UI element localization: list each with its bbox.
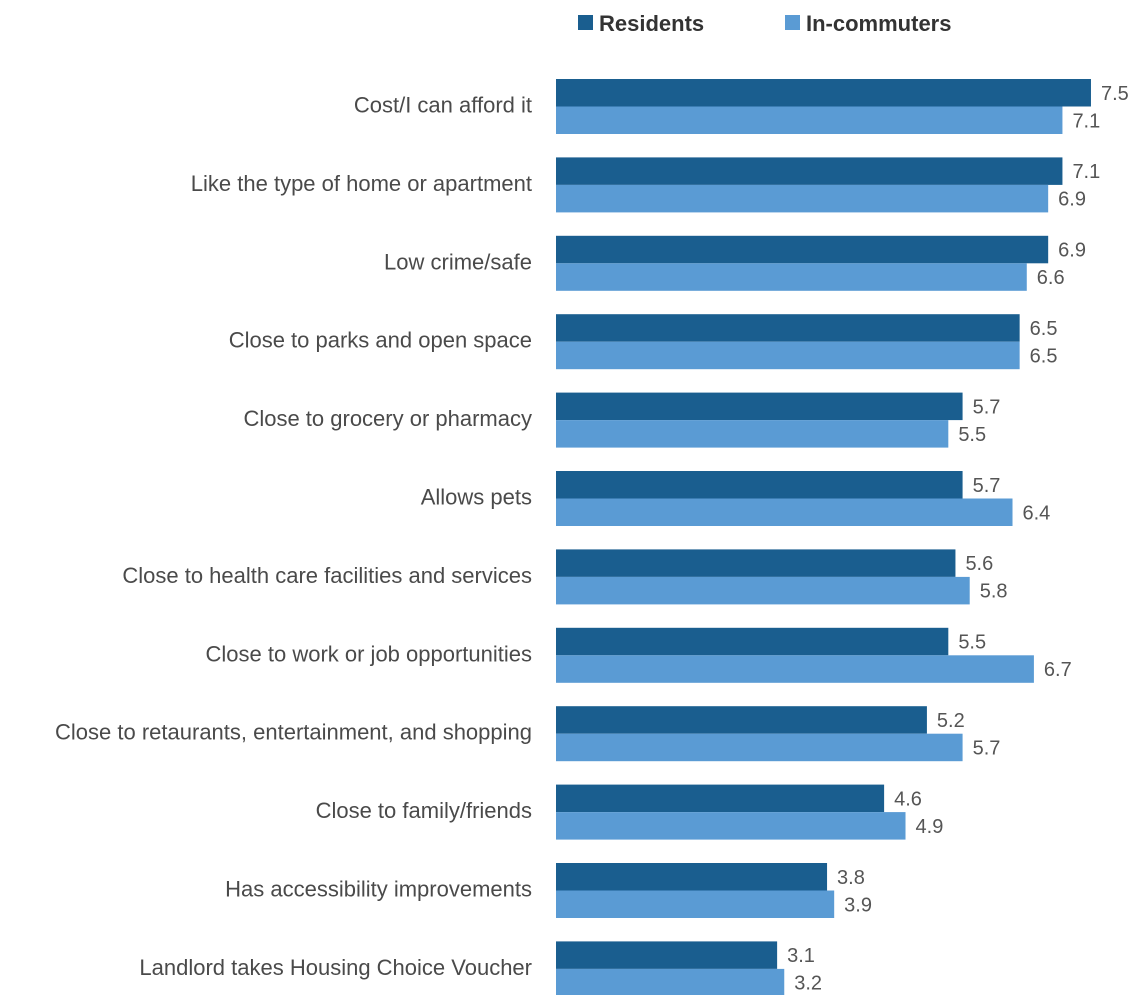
bar-residents (556, 863, 828, 891)
data-label: 6.5 (1030, 318, 1058, 340)
bar-residents (556, 392, 963, 421)
bar-residents (556, 157, 1063, 185)
data-label: 5.5 (958, 632, 986, 654)
bar-residents (556, 706, 927, 734)
data-label: 3.8 (837, 867, 865, 889)
data-label: 7.1 (1072, 161, 1100, 183)
legend-item: In-commuters (785, 11, 951, 36)
bar-group: Close to work or job opportunities 5.5 6.7 (206, 627, 1072, 683)
bar-residents (556, 314, 1020, 342)
category-label: Landlord takes Housing Choice Voucher (139, 955, 532, 980)
data-label: 5.7 (973, 396, 1001, 418)
bar-in-commuters (556, 184, 1049, 213)
bar-in-commuters (556, 890, 835, 918)
data-label: 7.1 (1072, 110, 1100, 132)
bar-residents (556, 79, 1091, 107)
bar-group: Close to grocery or pharmacy 5.7 5.5 (243, 392, 1001, 448)
bar-in-commuters (556, 263, 1027, 291)
bar-group: Landlord takes Housing Choice Voucher 3.1… (139, 941, 822, 995)
bar-residents (556, 235, 1049, 264)
data-label: 4.6 (894, 788, 922, 810)
data-label: 4.9 (916, 816, 944, 838)
bar-in-commuters (556, 968, 785, 995)
data-label: 3.2 (794, 973, 822, 995)
category-label: Close to retaurants, entertainment, and … (55, 720, 532, 745)
data-label: 6.4 (1023, 502, 1051, 524)
bar-in-commuters (556, 420, 949, 448)
bar-group: Close to health care facilities and serv… (122, 549, 1008, 605)
category-label: Has accessibility improvements (225, 877, 532, 902)
category-label: Cost/I can afford it (354, 93, 532, 118)
legend-swatch (578, 15, 593, 30)
data-label: 5.7 (973, 475, 1001, 497)
bar-group: Low crime/safe 6.9 6.6 (384, 235, 1086, 291)
bar-in-commuters (556, 655, 1034, 683)
bar-group: Like the type of home or apartment 7.1 6.9 (191, 157, 1100, 213)
data-label: 5.2 (937, 710, 965, 732)
category-label: Allows pets (421, 485, 532, 510)
legend-item: Residents (578, 11, 704, 36)
data-label: 6.5 (1030, 345, 1058, 367)
bar-in-commuters (556, 576, 970, 605)
bar-group: Has accessibility improvements 3.8 3.9 (225, 863, 872, 918)
data-label: 5.7 (973, 737, 1001, 759)
category-label: Like the type of home or apartment (191, 171, 532, 196)
bar-group: Cost/I can afford it 7.57.1 (354, 79, 1129, 134)
data-label: 6.9 (1058, 189, 1086, 211)
category-label: Close to work or job opportunities (206, 641, 533, 666)
data-label: 7.5 (1101, 83, 1129, 105)
data-label: 6.9 (1058, 240, 1086, 262)
bar-group: Close to retaurants, entertainment, and … (55, 706, 1001, 762)
data-label: 5.8 (980, 581, 1008, 603)
category-label: Close to parks and open space (229, 328, 532, 353)
bar-residents (556, 627, 949, 656)
bar-in-commuters (556, 812, 906, 840)
bar-group: Close to family/friends 4.6 4.9 (316, 784, 944, 840)
data-label: 3.9 (844, 894, 872, 916)
data-label: 6.7 (1044, 659, 1072, 681)
category-label: Low crime/safe (384, 249, 532, 274)
category-label: Close to family/friends (316, 798, 532, 823)
category-label: Close to health care facilities and serv… (122, 563, 532, 588)
data-label: 3.1 (787, 945, 815, 967)
data-label: 5.5 (958, 424, 986, 446)
bar-residents (556, 784, 885, 813)
bar-in-commuters (556, 498, 1013, 526)
legend-label: In-commuters (806, 11, 951, 36)
bar-in-commuters (556, 106, 1063, 134)
legend-swatch (785, 15, 800, 30)
bar-in-commuters (556, 733, 963, 762)
bar-group: Close to parks and open space 6.5 6.5 (229, 314, 1058, 370)
bar-in-commuters (556, 341, 1020, 370)
legend: Residents In-commuters (578, 11, 951, 36)
data-label: 5.6 (965, 553, 993, 575)
bar-residents (556, 549, 956, 577)
bar-residents (556, 471, 963, 499)
bar-group: Allows pets 5.7 6.4 (421, 471, 1051, 526)
legend-label: Residents (599, 11, 704, 36)
bar-residents (556, 941, 778, 969)
category-label: Close to grocery or pharmacy (243, 406, 532, 431)
data-label: 6.6 (1037, 267, 1065, 289)
